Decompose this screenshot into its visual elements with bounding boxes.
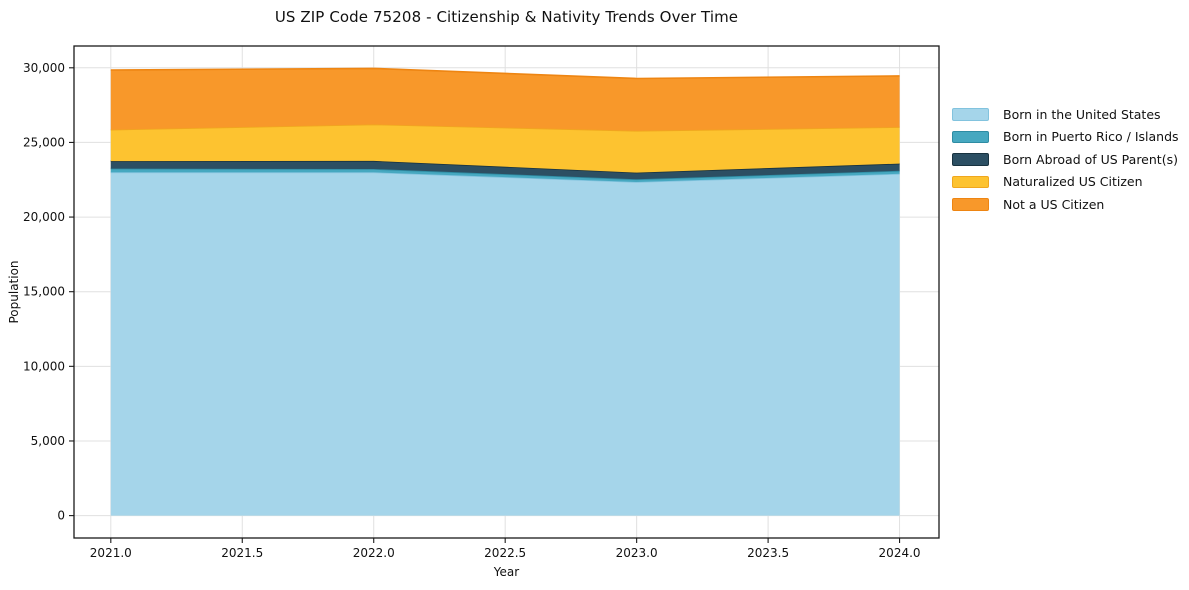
legend-swatch-born-in-puerto-rico-islands xyxy=(952,130,989,143)
legend-swatch-born-abroad-of-us-parent-s xyxy=(952,153,989,166)
y-tick-label: 10,000 xyxy=(23,359,65,373)
chart-title: US ZIP Code 75208 - Citizenship & Nativi… xyxy=(274,8,739,26)
area-top-edge-not-a-us-citizen xyxy=(110,67,900,80)
y-tick-label: 30,000 xyxy=(23,61,65,75)
legend-entry-born-in-the-united-states: Born in the United States xyxy=(952,103,1179,126)
area-naturalized-us-citizen xyxy=(110,124,900,173)
legend-entry-born-abroad-of-us-parent-s: Born Abroad of US Parent(s) xyxy=(952,148,1179,171)
area-born-in-the-united-states xyxy=(110,172,900,516)
x-tick-label: 2022.0 xyxy=(353,546,395,560)
x-tick-label: 2023.5 xyxy=(747,546,789,560)
y-tick-label: 20,000 xyxy=(23,210,65,224)
x-axis-label: Year xyxy=(493,565,519,579)
legend-label: Born in Puerto Rico / Islands xyxy=(1003,129,1179,145)
legend-swatch-naturalized-us-citizen xyxy=(952,175,989,188)
legend-label: Born Abroad of US Parent(s) xyxy=(1003,151,1178,167)
x-tick-label: 2022.5 xyxy=(484,546,526,560)
legend-entry-not-a-us-citizen: Not a US Citizen xyxy=(952,193,1179,216)
area-born-in-puerto-rico-islands xyxy=(110,168,900,182)
legend-swatch-born-in-the-united-states xyxy=(952,108,989,121)
x-tick-label: 2023.0 xyxy=(616,546,658,560)
x-tick-label: 2021.5 xyxy=(221,546,263,560)
legend-swatch-not-a-us-citizen xyxy=(952,198,989,211)
y-tick-label: 25,000 xyxy=(23,135,65,149)
x-tick-label: 2021.0 xyxy=(90,546,132,560)
legend-label: Born in the United States xyxy=(1003,106,1161,122)
y-tick-label: 15,000 xyxy=(23,285,65,299)
x-tick-label: 2024.0 xyxy=(879,546,921,560)
legend-label: Naturalized US Citizen xyxy=(1003,174,1143,190)
legend-label: Not a US Citizen xyxy=(1003,196,1105,212)
legend-entry-born-in-puerto-rico-islands: Born in Puerto Rico / Islands xyxy=(952,126,1179,149)
area-not-a-us-citizen xyxy=(110,68,900,131)
area-born-abroad-of-us-parent-s xyxy=(110,160,900,180)
y-tick-label: 5,000 xyxy=(31,434,65,448)
legend-entry-naturalized-us-citizen: Naturalized US Citizen xyxy=(952,171,1179,194)
y-axis-label: Population xyxy=(7,260,21,323)
legend: Born in the United States Born in Puerto … xyxy=(952,103,1179,216)
y-tick-label: 0 xyxy=(57,509,65,523)
